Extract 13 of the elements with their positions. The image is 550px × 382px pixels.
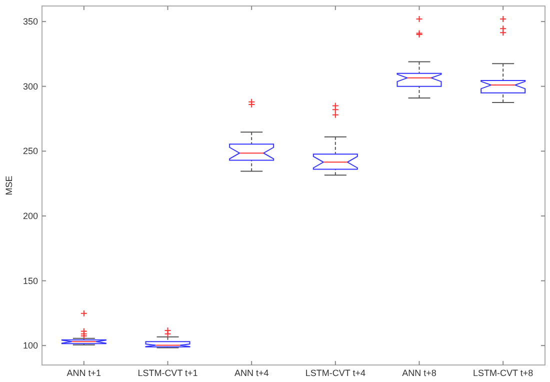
x-tick-label: ANN t+1 — [66, 368, 102, 378]
y-tick-label: 350 — [22, 16, 38, 27]
y-axis-title: MSE — [4, 176, 14, 196]
x-tick-label: ANN t+8 — [402, 368, 436, 378]
y-tick-label: 100 — [22, 340, 38, 351]
y-tick-label: 300 — [22, 81, 38, 92]
y-tick-label: 200 — [22, 210, 38, 221]
x-tick-label: LSTM-CVT t+8 — [473, 368, 534, 378]
y-tick-label: 150 — [22, 276, 38, 286]
y-tick-label: 250 — [22, 146, 38, 156]
x-tick-label: ANN t+4 — [234, 368, 269, 378]
x-tick-label: LSTM-CVT t+4 — [305, 368, 366, 378]
x-tick-label: LSTM-CVT t+1 — [138, 368, 198, 378]
